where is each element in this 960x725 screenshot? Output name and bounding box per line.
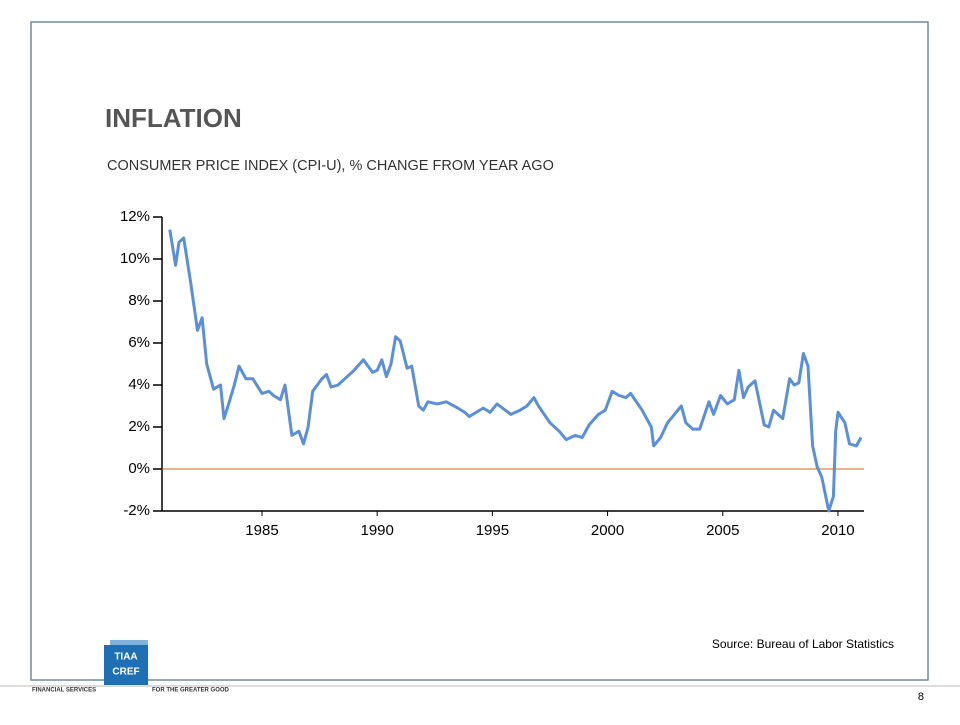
x-tick-label: 2010	[821, 522, 854, 539]
y-tick-label: 12%	[120, 208, 150, 225]
y-tick-label: -2%	[123, 502, 150, 519]
logo-text: CREF	[112, 667, 139, 678]
y-tick-label: 4%	[128, 376, 150, 393]
logo-text: TIAA	[114, 652, 137, 663]
x-tick-label: 1995	[476, 522, 509, 539]
y-tick-label: 6%	[128, 334, 150, 351]
page-number: 8	[918, 691, 924, 703]
x-tick-label: 1990	[360, 522, 393, 539]
y-tick-label: 8%	[128, 292, 150, 309]
x-tick-label: 2005	[706, 522, 739, 539]
data-line	[168, 229, 863, 513]
y-tick-label: 0%	[128, 460, 150, 477]
logo-caption: FINANCIAL SERVICES	[32, 688, 96, 694]
y-tick-label: 10%	[120, 250, 150, 267]
logo-box	[104, 645, 148, 685]
source: Source: Bureau of Labor Statistics	[712, 637, 894, 651]
frame	[30, 21, 929, 681]
chart-title: INFLATION	[105, 103, 242, 133]
logo-accent	[110, 640, 148, 645]
chart-subtitle: CONSUMER PRICE INDEX (CPI-U), % CHANGE F…	[107, 158, 554, 174]
y-tick-label: 2%	[128, 418, 150, 435]
x-tick-label: 1985	[245, 522, 278, 539]
logo-caption: FOR THE GREATER GOOD	[152, 688, 230, 694]
x-tick-label: 2000	[591, 522, 624, 539]
